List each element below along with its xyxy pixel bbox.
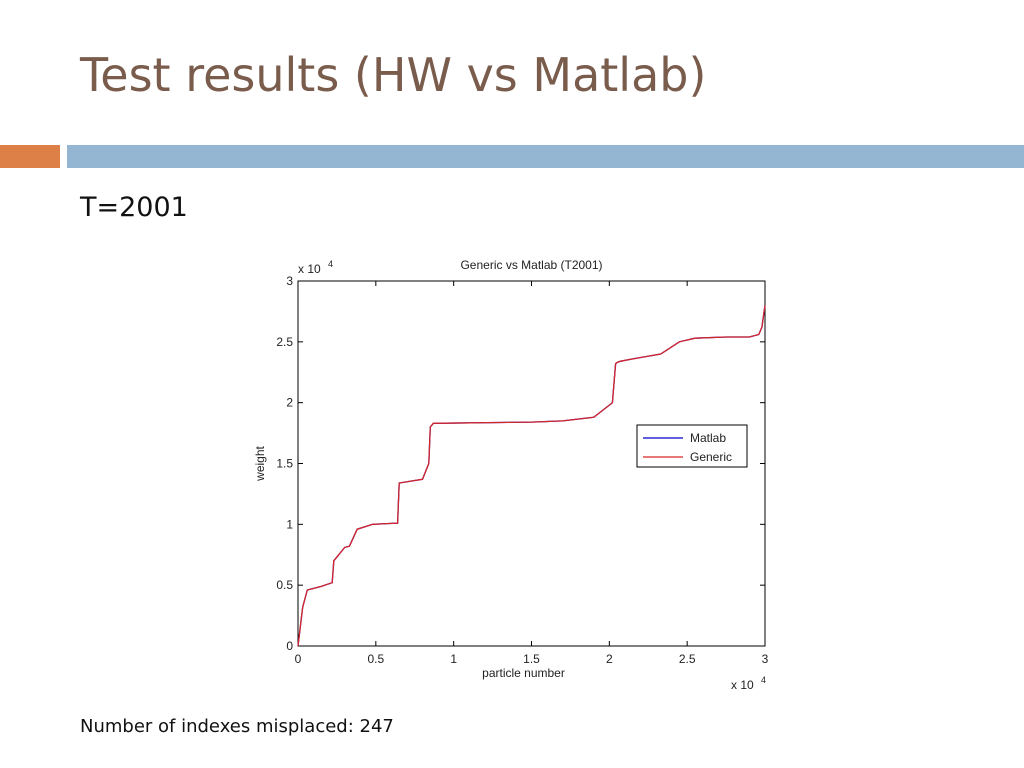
y-exponent: 4 [328, 259, 333, 269]
title-accent-bar [0, 145, 60, 168]
legend-label-generic: Generic [690, 450, 732, 464]
legend-label-matlab: Matlab [690, 431, 726, 445]
slide-title: Test results (HW vs Matlab) [80, 48, 707, 102]
title-rule [67, 145, 1024, 168]
x-tick-label: 0.5 [367, 652, 384, 666]
x-tick-label: 0 [295, 652, 302, 666]
y-tick-label: 3 [286, 274, 293, 288]
x-tick-label: 1.5 [523, 652, 540, 666]
y-tick-label: 2.5 [276, 335, 293, 349]
y-tick-label: 1.5 [276, 457, 293, 471]
y-tick-label: 0.5 [276, 578, 293, 592]
x-tick-label: 1 [450, 652, 457, 666]
y-multiplier: x 10 [298, 262, 321, 276]
x-tick-label: 2.5 [679, 652, 696, 666]
line-chart: 0 0.5 1 1.5 2 2.5 3 0 0.5 1 1.5 2 2.5 3 Generic vs Mat… [253, 258, 769, 692]
x-exponent: 4 [761, 675, 766, 685]
x-multiplier: x 10 [731, 678, 754, 692]
y-axis-label: weight [253, 445, 267, 481]
y-tick-label: 0 [286, 639, 293, 653]
series-line-generic [297, 305, 766, 647]
misplaced-count: Number of indexes misplaced: 247 [80, 716, 394, 737]
legend-box [636, 424, 748, 468]
x-axis-label: particle number [482, 666, 565, 680]
x-tick-label: 3 [762, 652, 769, 666]
y-tick-label: 2 [286, 396, 293, 410]
slide-subtitle: T=2001 [80, 192, 188, 223]
chart-title: Generic vs Matlab (T2001) [460, 258, 602, 272]
y-tick-label: 1 [286, 517, 293, 531]
x-tick-label: 2 [606, 652, 613, 666]
